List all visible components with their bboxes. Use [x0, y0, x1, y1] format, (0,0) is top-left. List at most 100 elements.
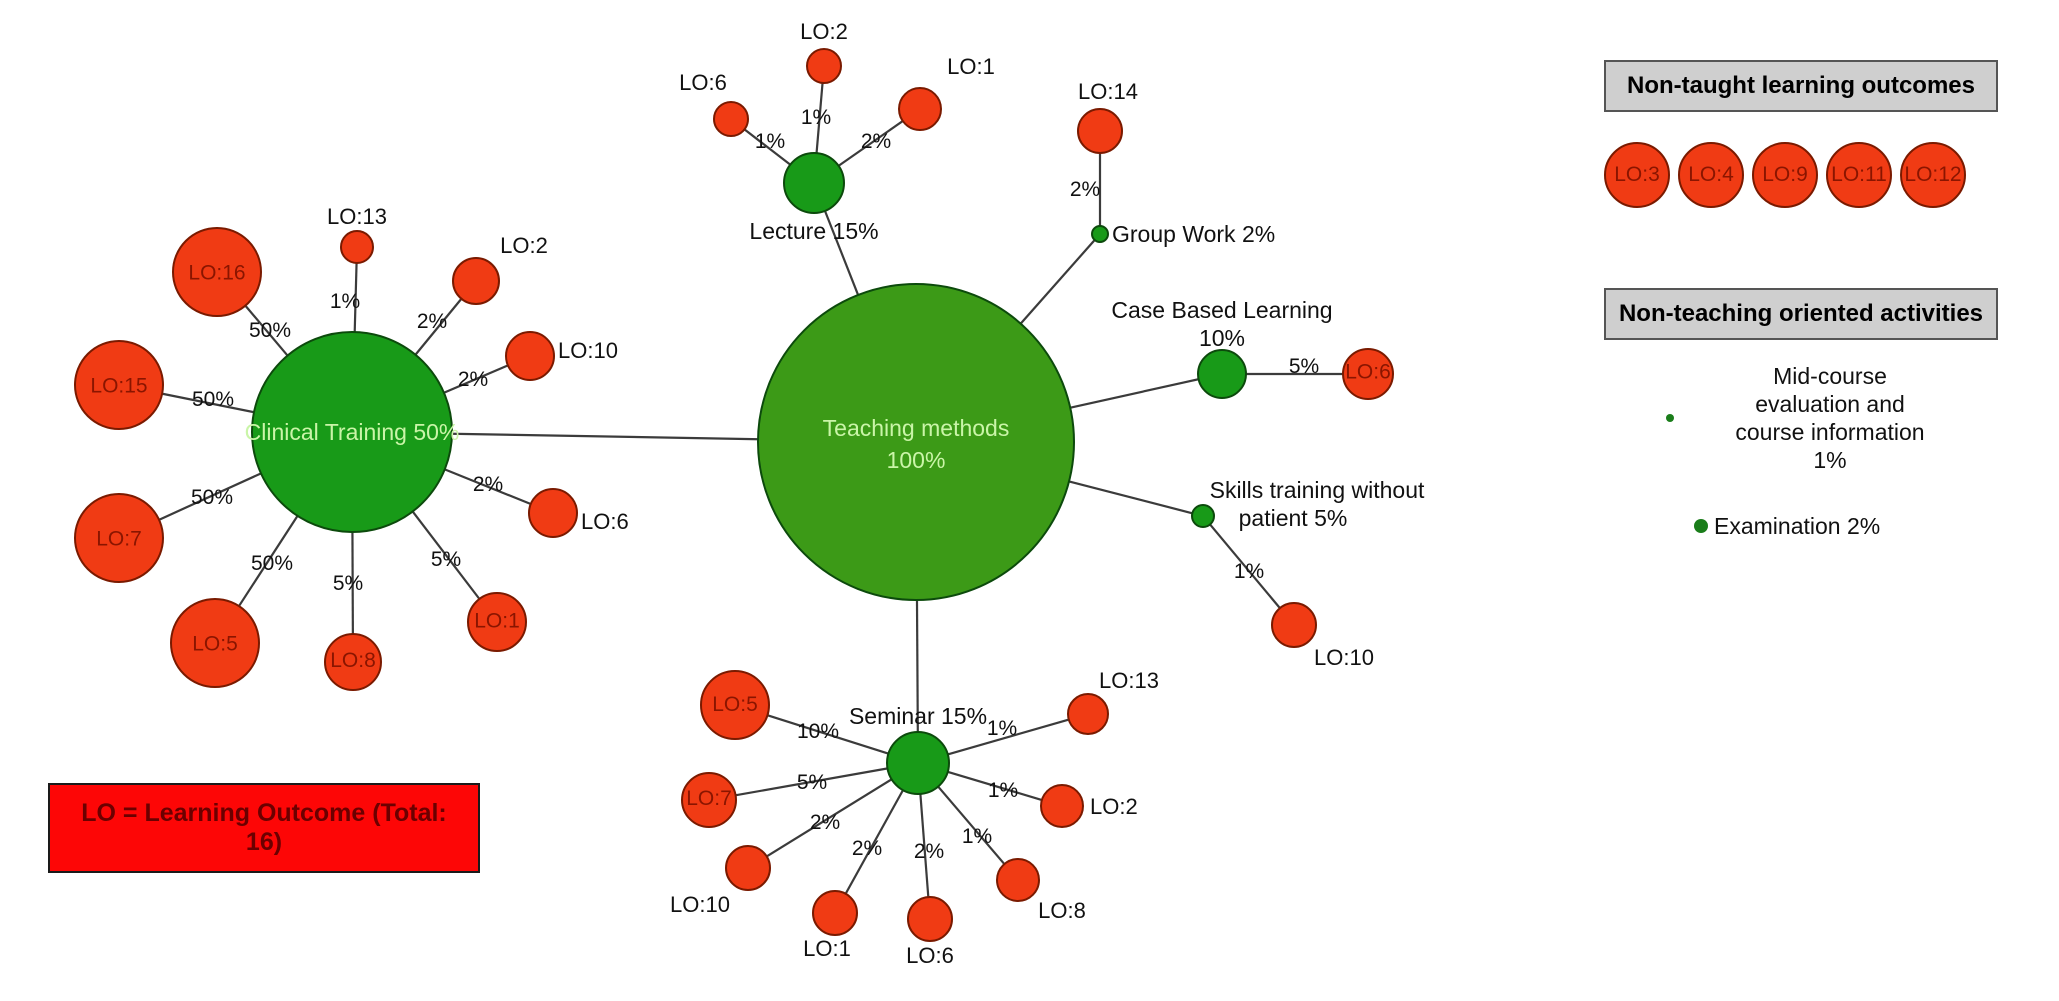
node-sem_lo2[interactable] [1040, 784, 1084, 828]
edge-seminar-to-sem_lo13 [946, 718, 1071, 756]
green-dot-icon [1666, 414, 1674, 423]
non-taught-chip-lo-4[interactable]: LO:4 [1678, 142, 1744, 208]
edge-percent-label: 1% [801, 106, 831, 129]
node-cl_lo13[interactable] [340, 230, 374, 264]
non-taught-chip-row: LO:3 LO:4 LO:9 LO:11 LO:12 [1604, 142, 1966, 208]
node-cl_lo8[interactable] [324, 633, 382, 691]
node-sem_lo13[interactable] [1067, 693, 1109, 735]
node-label-cl_lo1: LO:1 [474, 609, 520, 632]
non-taught-chip-lo-3[interactable]: LO:3 [1604, 142, 1670, 208]
edge-teaching-to-skills [1067, 480, 1194, 515]
node-labels: Teaching methods 100% Clinical Training 50… [90, 19, 1425, 968]
node-label-cl_lo6: LO:6 [581, 509, 629, 534]
edge-percent-label: 2% [914, 840, 944, 863]
node-label-sem_lo8: LO:8 [1038, 898, 1086, 923]
edge-percent-label: 2% [810, 811, 840, 834]
node-cl_lo15[interactable] [74, 340, 164, 430]
node-label-gw_lo14: LO:14 [1078, 79, 1138, 104]
panel-non-taught: Non-taught learning outcomes [1604, 60, 1998, 112]
edge-seminar-to-sem_lo8 [936, 785, 1006, 866]
node-cl_lo7[interactable] [74, 493, 164, 583]
green-dot-icon [1694, 519, 1708, 534]
node-label-lec_lo2: LO:2 [800, 19, 848, 44]
edge-clinical-to-cl_lo6 [443, 467, 533, 506]
node-sem_lo8[interactable] [996, 858, 1040, 902]
edge-percent-label: 2% [852, 837, 882, 860]
edge-clinical-to-cl_lo1 [411, 510, 481, 601]
node-cbl[interactable] [1197, 349, 1247, 399]
edge-percent-label: 50% [251, 552, 293, 575]
node-cl_lo1[interactable] [467, 592, 527, 652]
node-label-cl_lo15: LO:15 [90, 374, 147, 397]
node-label-lec_lo1: LO:1 [947, 54, 995, 79]
edge-teaching-to-lecture [823, 209, 860, 297]
node-skills[interactable] [1191, 504, 1215, 528]
edge-clinical-to-cl_lo16 [243, 304, 289, 358]
non-teaching-item-label: Mid-course evaluation and course informati… [1735, 363, 1925, 474]
non-taught-chip-lo-9[interactable]: LO:9 [1752, 142, 1818, 208]
node-cl_lo5[interactable] [170, 598, 260, 688]
node-label-cbl_lo6: LO:6 [1345, 361, 1391, 384]
node-label-teaching: 100% [887, 447, 946, 473]
node-seminar[interactable] [886, 731, 950, 795]
edge-percent-label: 2% [458, 368, 488, 391]
non-teaching-item-label: Examination 2% [1714, 513, 1881, 539]
node-label-sem_lo6: LO:6 [906, 943, 954, 968]
node-teaching[interactable] [757, 283, 1075, 601]
node-label-cl_lo2: LO:2 [500, 233, 548, 258]
node-label-seminar: Seminar 15% [849, 703, 987, 729]
node-label-cl_lo16: LO:16 [188, 261, 245, 284]
node-lecture[interactable] [783, 152, 845, 214]
non-taught-chip-lo-12[interactable]: LO:12 [1900, 142, 1966, 208]
node-label-skills: patient 5% [1239, 505, 1348, 531]
edge-clinical-to-cl_lo10 [442, 364, 510, 395]
edges-layer [157, 81, 1344, 899]
panel-non-teaching-title: Non-teaching oriented activities [1604, 288, 1998, 340]
node-cl_lo6[interactable] [528, 488, 578, 538]
node-label-cl_lo13: LO:13 [327, 204, 387, 229]
node-lec_lo6[interactable] [713, 101, 749, 137]
node-clinical[interactable] [251, 331, 453, 533]
edge-skills-to-sk_lo10 [1208, 522, 1282, 610]
node-cl_lo2[interactable] [452, 257, 500, 305]
edge-seminar-to-sem_lo7 [734, 767, 889, 797]
edge-percent-label: 2% [1070, 178, 1100, 201]
node-sem_lo7[interactable] [681, 772, 737, 828]
edge-percent-label: 10% [797, 720, 839, 743]
edge-clinical-to-cl_lo13 [353, 261, 358, 334]
edge-seminar-to-sem_lo1 [844, 788, 905, 896]
non-taught-chip-lo-11[interactable]: LO:11 [1826, 142, 1892, 208]
node-label-cl_lo8: LO:8 [330, 649, 376, 672]
node-label-sem_lo1: LO:1 [803, 936, 851, 961]
node-label-lec_lo6: LO:6 [679, 70, 727, 95]
node-label-sem_lo7: LO:7 [686, 787, 732, 810]
node-label-sem_lo2: LO:2 [1090, 794, 1138, 819]
node-lec_lo2[interactable] [806, 48, 842, 84]
edge-lecture-to-lec_lo1 [837, 119, 905, 168]
edge-percent-label: 1% [988, 779, 1018, 802]
node-groupwork[interactable] [1091, 225, 1109, 243]
edge-percent-label: 50% [191, 486, 233, 509]
node-sk_lo10[interactable] [1271, 602, 1317, 648]
node-cbl_lo6[interactable] [1342, 348, 1394, 400]
edge-percent-label: 1% [1234, 560, 1264, 583]
edge-seminar-to-sem_lo10 [765, 777, 894, 858]
node-sem_lo1[interactable] [812, 890, 858, 936]
node-sem_lo6[interactable] [907, 896, 953, 942]
edge-percent-label: 2% [417, 310, 447, 333]
node-gw_lo14[interactable] [1077, 108, 1123, 154]
node-label-cbl: Case Based Learning [1111, 297, 1332, 323]
edge-teaching-to-seminar [915, 598, 919, 734]
edge-teaching-to-clinical [450, 432, 760, 441]
node-sem_lo10[interactable] [725, 845, 771, 891]
edge-percent-labels: 50% 50% 50% 50% 5% 5% 2% 2% 2% 1% 1% 1% 2% 2% 5% 1% 10% 5… [191, 106, 1319, 863]
node-label-sem_lo13: LO:13 [1099, 668, 1159, 693]
node-label-sem_lo5: LO:5 [712, 693, 758, 716]
node-cl_lo10[interactable] [505, 331, 555, 381]
edge-clinical-to-cl_lo2 [413, 297, 463, 357]
node-label-clinical: Clinical Training 50% [245, 419, 460, 445]
node-sem_lo5[interactable] [700, 670, 770, 740]
edge-teaching-to-cbl [1069, 377, 1200, 410]
node-cl_lo16[interactable] [172, 227, 262, 317]
node-lec_lo1[interactable] [898, 87, 942, 131]
